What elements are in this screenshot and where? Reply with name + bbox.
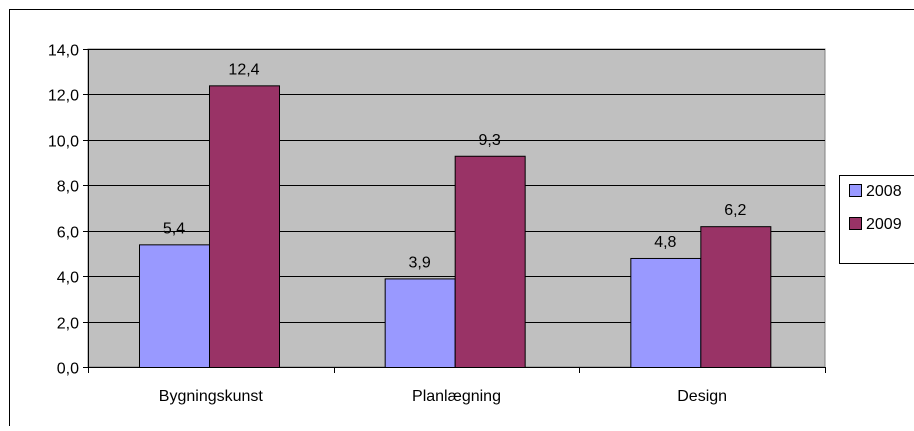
y-tick-label: 10,0 bbox=[48, 134, 79, 151]
data-label: 5,4 bbox=[163, 220, 185, 237]
y-tick-label: 2,0 bbox=[57, 316, 79, 333]
data-label: 3,9 bbox=[409, 254, 431, 271]
legend-swatch-2009 bbox=[850, 218, 862, 230]
bar-2009-design bbox=[701, 227, 771, 368]
bar-2009-planlægning bbox=[455, 156, 525, 367]
legend-swatch-2008 bbox=[850, 185, 862, 197]
bar-2009-bygningskunst bbox=[210, 86, 280, 368]
legend-label-2009: 2009 bbox=[866, 216, 902, 233]
bar-2008-planlægning bbox=[385, 279, 455, 368]
x-tick-label: Design bbox=[677, 388, 727, 405]
data-label: 6,2 bbox=[724, 202, 746, 219]
data-label: 9,3 bbox=[479, 132, 501, 149]
bar-2008-design bbox=[631, 258, 701, 367]
bar-2008-bygningskunst bbox=[140, 245, 210, 368]
y-tick-label: 6,0 bbox=[57, 225, 79, 242]
data-label: 12,4 bbox=[228, 61, 259, 78]
y-tick-label: 8,0 bbox=[57, 179, 79, 196]
y-tick-label: 0,0 bbox=[57, 361, 79, 378]
x-tick-label: Planlægning bbox=[412, 388, 501, 405]
legend-label-2008: 2008 bbox=[866, 183, 902, 200]
x-tick-label: Bygningskunst bbox=[159, 388, 264, 405]
data-label: 4,8 bbox=[654, 234, 676, 251]
legend: 2008 2009 bbox=[840, 176, 914, 264]
y-tick-label: 12,0 bbox=[48, 88, 79, 105]
y-tick-label: 4,0 bbox=[57, 270, 79, 287]
y-tick-label: 14,0 bbox=[48, 43, 79, 60]
